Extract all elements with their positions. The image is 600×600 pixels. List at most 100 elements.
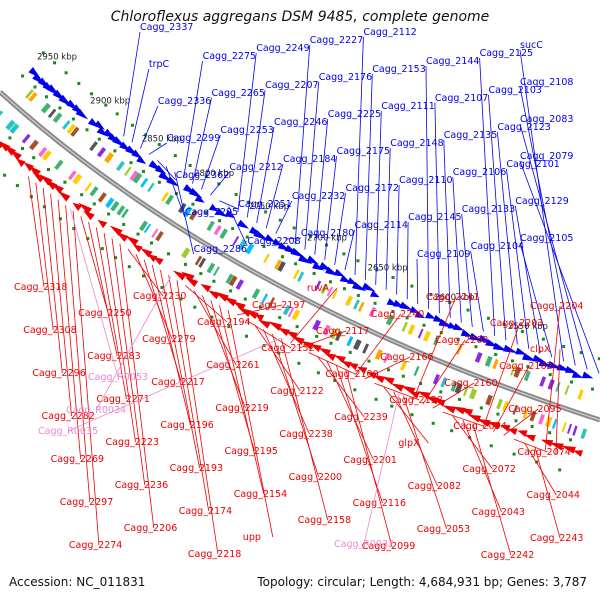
reverse-gene-leader bbox=[168, 275, 210, 512]
marker-dot bbox=[356, 294, 360, 297]
marker-dot bbox=[47, 168, 50, 171]
forward-gene-label: Cagg_2106 bbox=[453, 167, 506, 178]
feature-bar bbox=[62, 120, 71, 130]
marker-dot bbox=[234, 193, 238, 196]
forward-gene bbox=[409, 306, 420, 314]
feature-bar bbox=[462, 386, 469, 397]
feature-bar bbox=[219, 228, 228, 240]
marker-dot bbox=[218, 219, 222, 223]
feature-bar bbox=[206, 262, 216, 274]
forward-gene bbox=[460, 329, 473, 337]
reverse-gene bbox=[372, 374, 386, 384]
forward-gene-leader bbox=[344, 229, 355, 271]
forward-gene-label: Cagg_2107 bbox=[435, 93, 488, 104]
feature-bar bbox=[580, 428, 588, 439]
reverse-gene bbox=[324, 353, 337, 361]
scale-tick-label: 2600 kbp bbox=[434, 293, 474, 303]
forward-gene-leader bbox=[375, 110, 382, 285]
forward-gene bbox=[515, 347, 527, 355]
reverse-gene-leader bbox=[35, 182, 54, 331]
marker-dot bbox=[100, 247, 104, 251]
feature-bar bbox=[357, 301, 365, 312]
feature-bar bbox=[41, 150, 52, 161]
marker-dot bbox=[329, 280, 332, 284]
forward-gene-leader bbox=[434, 102, 440, 314]
forward-gene-leader bbox=[514, 205, 541, 354]
forward-gene-label: Cagg_2212 bbox=[229, 162, 282, 173]
feature-bar bbox=[110, 200, 120, 212]
forward-gene-leader bbox=[183, 60, 203, 179]
reverse-gene-label: Cagg_2158 bbox=[298, 515, 351, 526]
reverse-gene-label: Cagg_2074 bbox=[517, 447, 570, 458]
reverse-gene bbox=[97, 219, 108, 229]
marker-dot bbox=[333, 379, 337, 382]
forward-gene bbox=[215, 207, 228, 218]
marker-dot bbox=[41, 51, 45, 55]
reverse-gene-label: Cagg_2218 bbox=[188, 549, 241, 560]
feature-bar bbox=[512, 404, 518, 415]
marker-dot bbox=[316, 371, 320, 375]
reverse-gene-label: Cagg_2122 bbox=[270, 386, 323, 397]
forward-gene-label: Cagg_2145 bbox=[408, 212, 461, 223]
reverse-gene bbox=[44, 178, 58, 190]
feature-bar bbox=[0, 110, 4, 116]
marker-dot bbox=[530, 425, 534, 428]
reverse-gene bbox=[57, 190, 71, 202]
marker-dot bbox=[127, 265, 131, 269]
reverse-gene bbox=[348, 363, 359, 371]
reverse-gene-label: Cagg_2243 bbox=[530, 533, 583, 544]
forward-gene-label: Cagg_2208 bbox=[247, 236, 300, 247]
feature-bar bbox=[484, 355, 493, 367]
reverse-gene-leader bbox=[185, 285, 228, 323]
marker-dot bbox=[264, 210, 268, 214]
forward-gene-group: Cagg_2337 trpC Cagg_2336 Cagg_2299 Cagg_2362… bbox=[123, 22, 600, 374]
reverse-gene-leader bbox=[28, 176, 45, 288]
forward-gene-label: Cagg_2123 bbox=[497, 122, 550, 133]
feature-bar bbox=[198, 257, 207, 268]
forward-gene-label: Cagg_2079 bbox=[520, 151, 573, 162]
marker-dot bbox=[193, 305, 197, 309]
feature-bar bbox=[139, 220, 149, 232]
feature-bar bbox=[539, 376, 547, 387]
reverse-gene-leader bbox=[308, 352, 356, 375]
forward-gene-label: sucC bbox=[520, 40, 543, 51]
feature-bar bbox=[440, 377, 448, 388]
forward-gene-label: Cagg_2133 bbox=[462, 204, 515, 215]
forward-gene-leader bbox=[519, 123, 588, 370]
reverse-gene bbox=[424, 396, 439, 405]
reverse-gene bbox=[573, 450, 583, 457]
marker-dot bbox=[3, 173, 7, 177]
feature-bar bbox=[277, 261, 286, 272]
feature-bar bbox=[194, 255, 203, 266]
feature-bar bbox=[326, 286, 334, 297]
reverse-gene-label: Cagg_2201 bbox=[344, 455, 397, 466]
feature-bar bbox=[143, 223, 152, 234]
feature-bar bbox=[97, 192, 107, 203]
reverse-gene-leader bbox=[345, 370, 393, 547]
forward-gene-leader bbox=[324, 155, 337, 260]
feature-bar bbox=[422, 330, 431, 342]
reverse-gene-leader bbox=[403, 395, 448, 530]
marker-dot bbox=[90, 92, 93, 96]
feature-bar bbox=[432, 374, 440, 385]
reverse-gene-label: upp bbox=[243, 532, 261, 543]
forward-gene bbox=[564, 366, 578, 374]
feature-bar bbox=[287, 307, 295, 318]
marker-dot bbox=[315, 334, 319, 338]
reverse-gene bbox=[382, 376, 395, 385]
forward-gene-leader bbox=[334, 192, 346, 265]
reverse-gene-leader bbox=[555, 348, 561, 454]
marker-dot bbox=[367, 359, 371, 363]
feature-bar bbox=[251, 288, 261, 300]
feature-bar bbox=[352, 339, 362, 351]
reverse-gene bbox=[223, 296, 237, 307]
reverse-gene-leader bbox=[534, 446, 561, 539]
marker-dot bbox=[160, 286, 164, 289]
marker-dot bbox=[343, 287, 346, 291]
marker-dot bbox=[167, 252, 170, 256]
feature-bar bbox=[468, 388, 478, 400]
reverse-gene-leader bbox=[524, 442, 557, 496]
reverse-gene-label: Cagg_2206 bbox=[124, 523, 177, 534]
reverse-gene-label: Cagg_2116 bbox=[353, 498, 406, 509]
feature-bar bbox=[282, 304, 291, 316]
